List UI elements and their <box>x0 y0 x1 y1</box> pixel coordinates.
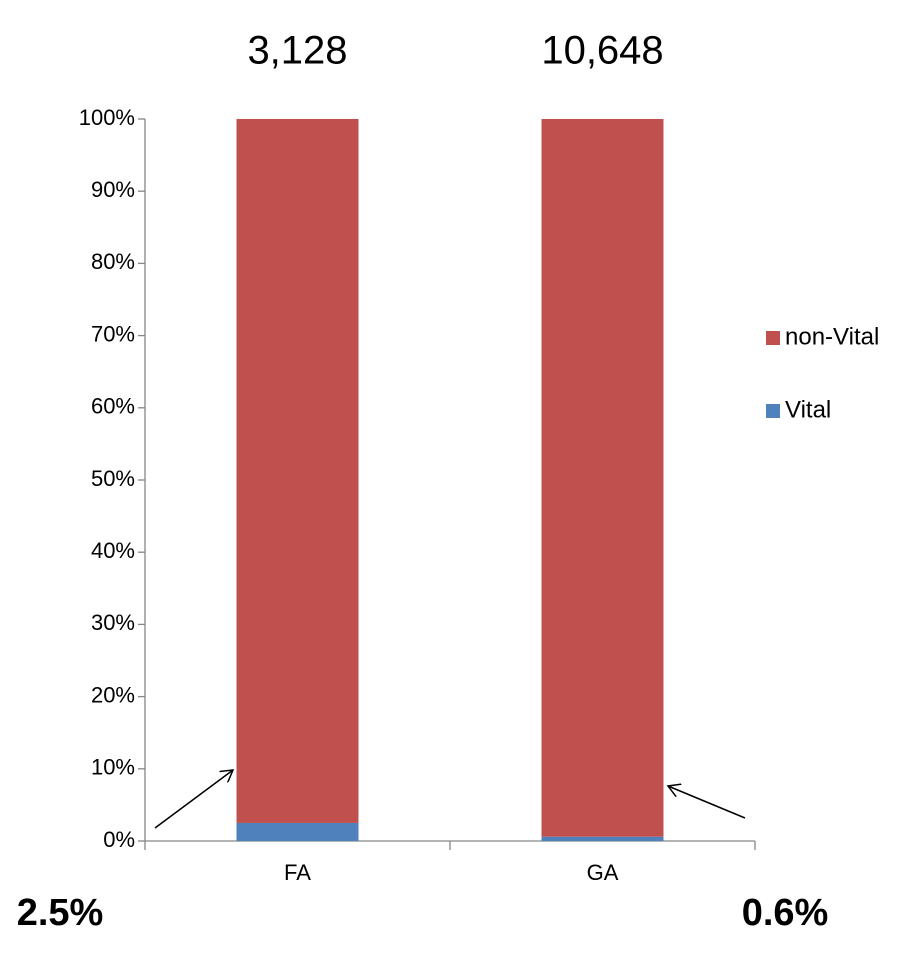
y-tick-label: 0% <box>103 827 135 852</box>
bar <box>236 822 359 841</box>
arrow <box>154 770 233 829</box>
annotation: 3,128 <box>247 29 347 73</box>
y-tick-label: 20% <box>91 682 135 707</box>
y-tick-label: 80% <box>91 249 135 274</box>
y-tick-label: 100% <box>79 105 135 130</box>
value-label: 2.5% <box>17 892 104 934</box>
annotation: 10,648 <box>541 29 663 73</box>
y-tick-label: 30% <box>91 610 135 635</box>
y-tick-label: 60% <box>91 394 135 419</box>
y-tick-label: 90% <box>91 177 135 202</box>
y-tick-label: 40% <box>91 538 135 563</box>
arrow <box>668 786 746 819</box>
x-tick-label: FA <box>284 860 311 885</box>
legend-label: non-Vital <box>785 323 879 350</box>
x-tick-label: GA <box>587 860 619 885</box>
legend-swatch <box>766 331 780 345</box>
y-tick-label: 50% <box>91 466 135 491</box>
value-label: 0.6% <box>742 892 829 934</box>
y-tick-label: 70% <box>91 321 135 346</box>
legend-label: Vital <box>785 396 831 423</box>
y-tick-label: 10% <box>91 755 135 780</box>
bar <box>541 119 664 837</box>
bar <box>541 836 664 841</box>
bar <box>236 119 359 823</box>
legend-swatch <box>766 404 780 418</box>
